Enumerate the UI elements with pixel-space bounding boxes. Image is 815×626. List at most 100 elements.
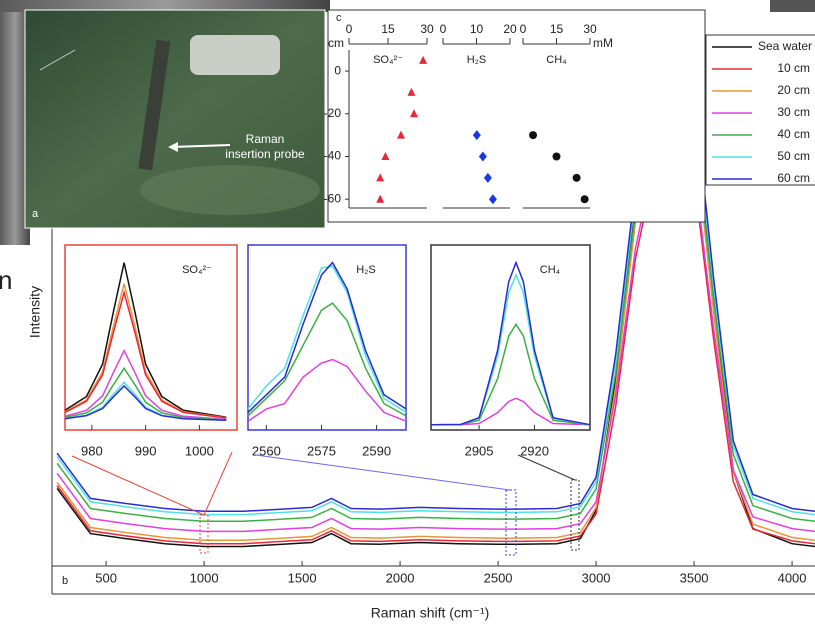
x-tick-label: 2590 [362,443,391,458]
x-tick-label: 15 [381,22,395,36]
guide-box [505,489,517,556]
x-axis-title: Raman shift (cm⁻¹) [371,605,490,621]
x-tick-label: 30 [583,22,597,36]
marker [410,109,418,118]
y-axis-title: Intensity [27,286,43,338]
marker [488,194,497,205]
x-tick-label: 10 [470,22,484,36]
marker [376,173,385,182]
legend-frame [705,34,815,186]
x-tick-label: 2560 [252,443,281,458]
spectrum-line [64,366,227,421]
x-tick-label: 0 [520,22,527,36]
spectrum-line [430,322,591,426]
arrow [71,455,205,516]
arrow [517,454,576,481]
spectrum-line [56,131,815,545]
x-tick-label: 20 [503,22,517,36]
marker [376,194,385,203]
spectrum-line [64,384,227,422]
legend-label: 30 cm [777,105,810,119]
x-tick-label: 1000 [185,443,214,458]
marker [552,152,561,161]
inset-frame [247,244,407,431]
x-tick-label: 3500 [680,570,709,585]
x-tick-label: 3000 [582,570,611,585]
panel-label: c [336,12,342,24]
spectrum-line [247,261,407,413]
marker [419,55,428,64]
sub-panel-title: SO₄²⁻ [373,54,403,66]
marker [529,131,538,140]
legend-label: 10 cm [777,61,810,75]
spectrum-line [247,302,407,417]
x-tick-label: 0 [440,22,447,36]
y-tick-label: 0 [334,63,341,77]
guides [71,451,580,556]
legend-label: 40 cm [777,127,810,141]
rock-background [770,0,815,12]
panel-c-frame [327,9,706,223]
inset-title: H₂S [356,264,376,276]
marker [580,195,589,204]
y-tick-label: -40 [324,149,342,163]
x-tick-label: 980 [81,443,103,458]
y-tick-label: -60 [324,191,342,205]
inset-title: CH₄ [540,264,561,276]
inset-frame [64,244,238,431]
sub-panel-title: H₂S [467,54,487,66]
x-tick-label: 15 [550,22,564,36]
marker [397,130,405,139]
spectrum-line [430,260,591,426]
y-tick-label: -20 [324,106,342,120]
sub-panel-title: CH₄ [546,54,567,66]
spectrum-line [247,265,407,414]
x-tick-label: 990 [135,443,157,458]
x-tick-label: 0 [346,22,353,36]
spectrum-line [64,348,227,421]
probe [138,39,171,171]
panel-label: b [62,575,68,587]
instrument [190,35,280,75]
x-tick-label: 2905 [465,443,494,458]
x-tick-label: 4000 [778,570,807,585]
marker [572,173,581,182]
pointer-head [168,142,178,152]
photo-annotation: Raman [246,132,285,146]
x-tick-label: 1000 [190,570,219,585]
spectrum-line [64,283,227,419]
marker [381,151,390,160]
line [39,49,76,71]
legend-label: 60 cm [777,171,810,185]
x-tick-label: 30 [420,22,434,36]
x-tick-label: 2920 [520,443,549,458]
marker [478,151,487,162]
depth-unit: cm [328,36,344,50]
x-tick-label: 2000 [386,570,415,585]
arrow [255,454,511,491]
rock-background [0,0,330,12]
panel-label: a [32,208,39,220]
x-tick-label: 1500 [288,570,317,585]
text-fragment: n [0,265,12,295]
marker [483,172,492,183]
seafloor [140,165,320,215]
spectrum-line [64,289,227,419]
legend-label: Sea water [758,39,812,53]
x-tick-label: 2575 [307,443,336,458]
photo-panel: Raman insertion probe a n [0,0,815,295]
spectrum-line [247,358,407,422]
inset-title: SO₄²⁻ [182,264,212,276]
conc-unit: mM [593,36,613,50]
spectrum-line [64,262,227,419]
legend-label: 50 cm [777,149,810,163]
x-tick-label: 2500 [484,570,513,585]
photo-annotation: insertion probe [225,147,305,161]
spectrum-line [431,397,591,426]
x-tick-label: 500 [95,570,117,585]
inset-frame [430,244,591,431]
pointer [171,144,231,148]
legend-label: 20 cm [777,83,810,97]
arrow [203,451,233,516]
